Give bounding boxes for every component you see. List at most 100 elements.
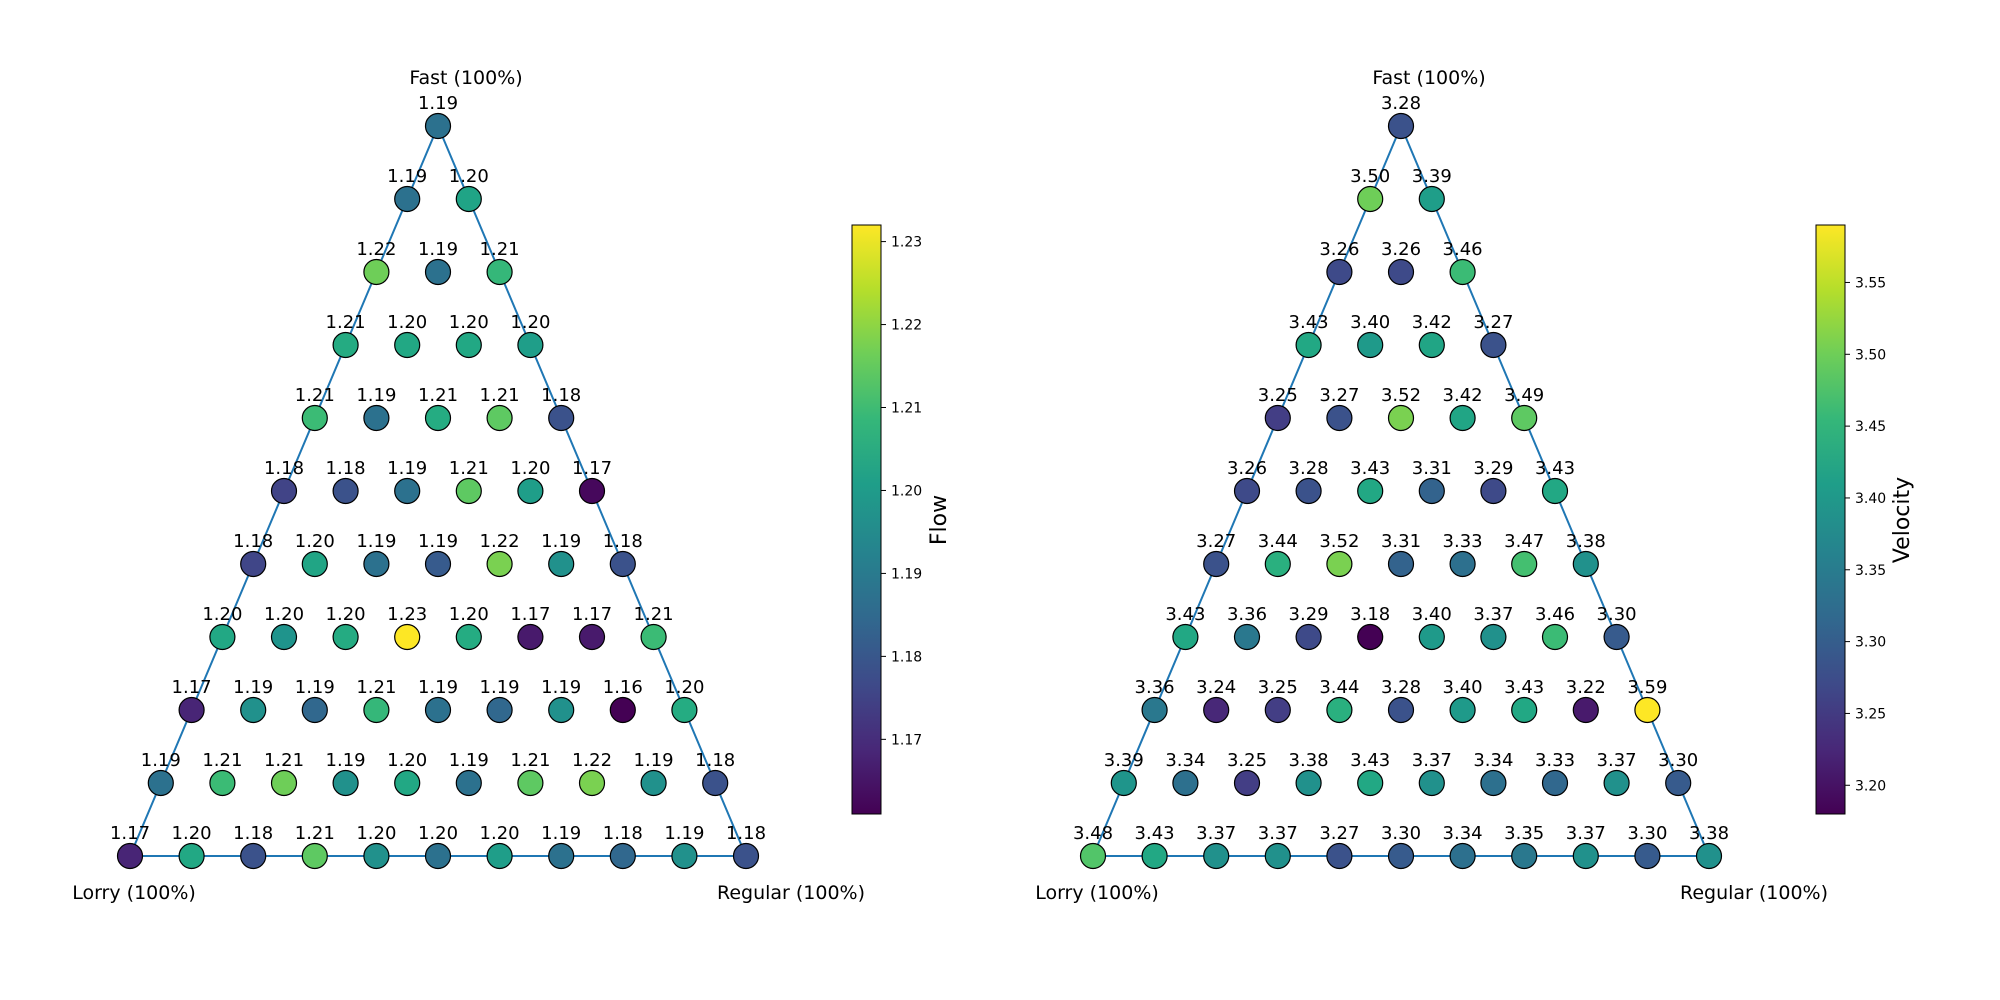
flow-point-r7-c6 [578, 623, 606, 651]
flow-point-r8-c7 [609, 696, 636, 724]
flow-colorbar: 1.17 1.18 1.19 1.20 1.21 1.22 1.23 Flow [851, 224, 952, 815]
flow-point-r4-c3 [486, 404, 513, 432]
velocity-value-label-r10-c7: 3.35 [1504, 823, 1544, 844]
flow-value-label-r4-c3: 1.21 [480, 385, 520, 406]
velocity-point-r4-c2 [1387, 404, 1415, 432]
flow-point-r9-c2 [270, 769, 298, 797]
flow-value-label-r6-c1: 1.20 [295, 531, 335, 552]
flow-data-points: 1.19 1.19 1.20 1.22 1.19 1.21 1.21 1.20 1.20 1.20… [110, 93, 766, 870]
flow-value-label-r7-c7: 1.21 [634, 604, 674, 625]
velocity-point-r7-c6 [1541, 623, 1569, 651]
flow-point-r9-c0 [147, 769, 174, 797]
velocity-point-r8-c4 [1387, 696, 1415, 724]
flow-point-r8-c5 [486, 696, 513, 724]
flow-value-label-r7-c2: 1.20 [326, 604, 366, 625]
velocity-value-label-r6-c5: 3.47 [1504, 531, 1544, 552]
flow-value-label-r10-c5: 1.20 [418, 823, 458, 844]
flow-colorbar-tick-label-6: 1.23 [891, 235, 922, 251]
flow-point-r1-c0 [394, 185, 421, 213]
velocity-value-label-r5-c1: 3.28 [1289, 458, 1329, 479]
velocity-point-r8-c5 [1449, 696, 1476, 724]
flow-value-label-r1-c0: 1.19 [387, 166, 427, 187]
velocity-value-label-r10-c0: 3.48 [1073, 823, 1113, 844]
flow-value-label-r9-c2: 1.21 [264, 750, 304, 771]
velocity-point-r3-c2 [1418, 331, 1445, 359]
flow-point-r9-c7 [578, 769, 606, 797]
velocity-point-r10-c0 [1079, 842, 1107, 870]
velocity-point-r9-c6 [1480, 769, 1507, 797]
velocity-point-r10-c5 [1387, 842, 1415, 870]
flow-point-r6-c0 [240, 550, 267, 578]
flow-value-label-r6-c3: 1.19 [418, 531, 458, 552]
velocity-point-r5-c1 [1295, 477, 1322, 505]
velocity-point-r10-c9 [1634, 842, 1661, 870]
flow-value-label-r4-c4: 1.18 [541, 385, 581, 406]
velocity-value-label-r8-c4: 3.28 [1381, 677, 1421, 698]
velocity-value-label-r8-c1: 3.24 [1196, 677, 1236, 698]
velocity-colorbar-tick-label-6: 3.50 [1855, 347, 1886, 363]
velocity-point-r8-c3 [1326, 696, 1353, 724]
velocity-value-label-r4-c1: 3.27 [1319, 385, 1359, 406]
flow-value-label-r8-c4: 1.19 [418, 677, 458, 698]
flow-point-r5-c1 [332, 477, 359, 505]
flow-point-r9-c9 [702, 769, 729, 797]
flow-value-label-r7-c1: 1.20 [264, 604, 304, 625]
flow-value-label-r9-c4: 1.20 [387, 750, 427, 771]
velocity-point-r4-c4 [1511, 404, 1538, 432]
flow-colorbar-gradient [851, 224, 882, 815]
velocity-point-r0-c0 [1387, 112, 1415, 140]
flow-value-label-r8-c8: 1.20 [664, 677, 704, 698]
velocity-value-label-r6-c0: 3.27 [1196, 531, 1236, 552]
velocity-point-r9-c8 [1603, 769, 1630, 797]
velocity-point-r10-c7 [1511, 842, 1538, 870]
flow-value-label-r5-c5: 1.17 [572, 458, 612, 479]
velocity-value-label-r2-c0: 3.26 [1319, 239, 1359, 260]
velocity-point-r5-c0 [1233, 477, 1261, 505]
flow-value-label-r6-c2: 1.19 [356, 531, 396, 552]
flow-value-label-r4-c1: 1.19 [356, 385, 396, 406]
velocity-point-r9-c1 [1172, 769, 1199, 797]
flow-value-label-r9-c7: 1.22 [572, 750, 612, 771]
velocity-point-r9-c7 [1541, 769, 1569, 797]
velocity-value-label-r10-c9: 3.30 [1627, 823, 1667, 844]
flow-point-r10-c1 [178, 842, 205, 870]
velocity-value-label-r8-c5: 3.40 [1443, 677, 1483, 698]
flow-point-r6-c6 [609, 550, 636, 578]
velocity-value-label-r10-c4: 3.27 [1319, 823, 1359, 844]
flow-point-r10-c4 [363, 842, 390, 870]
flow-point-r0-c0 [424, 112, 452, 140]
flow-value-label-r5-c2: 1.19 [387, 458, 427, 479]
flow-value-label-r6-c0: 1.18 [233, 531, 273, 552]
flow-point-r4-c2 [424, 404, 452, 432]
flow-point-r6-c5 [548, 550, 575, 578]
velocity-point-r5-c4 [1480, 477, 1507, 505]
flow-value-label-r9-c0: 1.19 [141, 750, 181, 771]
velocity-value-label-r5-c3: 3.31 [1412, 458, 1452, 479]
flow-value-label-r9-c5: 1.19 [449, 750, 489, 771]
velocity-value-label-r3-c2: 3.42 [1412, 312, 1452, 333]
velocity-value-label-r7-c7: 3.30 [1597, 604, 1637, 625]
velocity-point-r6-c4 [1449, 550, 1476, 578]
velocity-point-r6-c6 [1572, 550, 1599, 578]
velocity-point-r8-c1 [1203, 696, 1230, 724]
flow-point-r6-c2 [363, 550, 390, 578]
velocity-point-r7-c0 [1172, 623, 1199, 651]
velocity-value-label-r6-c1: 3.44 [1258, 531, 1298, 552]
flow-point-r2-c0 [363, 258, 390, 286]
velocity-point-r6-c5 [1511, 550, 1538, 578]
flow-value-label-r10-c1: 1.20 [172, 823, 212, 844]
flow-point-r5-c0 [270, 477, 298, 505]
flow-colorbar-label: Flow [927, 495, 952, 545]
velocity-triangle-outline [1091, 123, 1711, 857]
flow-point-r5-c5 [578, 477, 606, 505]
flow-value-label-r3-c3: 1.20 [510, 312, 550, 333]
flow-value-label-r8-c3: 1.21 [356, 677, 396, 698]
flow-point-r4-c0 [301, 404, 328, 432]
velocity-point-r7-c1 [1233, 623, 1261, 651]
flow-point-r5-c3 [455, 477, 482, 505]
flow-value-label-r10-c2: 1.18 [233, 823, 273, 844]
flow-point-r9-c3 [332, 769, 359, 797]
velocity-value-label-r9-c4: 3.43 [1350, 750, 1390, 771]
flow-value-label-r3-c1: 1.20 [387, 312, 427, 333]
velocity-point-r1-c0 [1357, 185, 1384, 213]
